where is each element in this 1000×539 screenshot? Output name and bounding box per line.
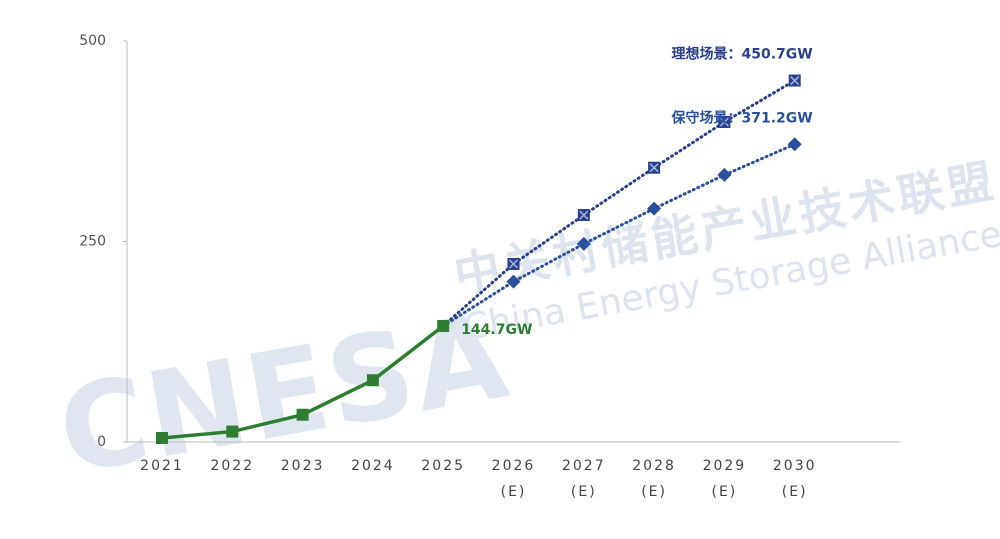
point: [788, 74, 801, 87]
x-tick-label: 2027 (E): [562, 458, 606, 500]
x-tick-label: 2030 (E): [773, 458, 817, 500]
y-tick-label: 250: [79, 234, 106, 250]
x-tick-label: 2029 (E): [703, 458, 747, 500]
x-tick-label: 2025: [421, 458, 465, 474]
point: [507, 257, 520, 270]
point: [156, 431, 168, 444]
point: [718, 116, 731, 129]
x-tick-label: 2021: [140, 458, 184, 474]
point-cross: [719, 117, 729, 127]
point-cross: [790, 76, 800, 86]
x-tick-label: 2024: [351, 458, 395, 474]
data-label: 理想场景：450.7GW: [671, 46, 812, 63]
data-label: 144.7GW: [461, 322, 532, 338]
y-tick-label: 500: [79, 33, 106, 49]
point: [506, 274, 521, 289]
point-cross: [508, 259, 519, 269]
point: [366, 374, 379, 387]
x-tick-label: 2022: [210, 458, 254, 474]
series-line: [441, 79, 797, 328]
point-cross: [649, 163, 659, 173]
data-label: 保守场景：371.2GW: [670, 109, 812, 126]
x-tick-label: 2028 (E): [632, 458, 676, 500]
point: [296, 408, 309, 421]
point: [226, 425, 239, 438]
point: [437, 319, 450, 332]
point: [787, 137, 802, 152]
point: [648, 161, 661, 174]
point-cross: [579, 210, 589, 220]
point: [717, 167, 732, 182]
y-tick-label: 0: [97, 434, 106, 450]
x-tick-label: 2026 (E): [492, 458, 536, 500]
point: [576, 236, 591, 251]
series-line: [441, 142, 797, 328]
point: [647, 201, 662, 216]
x-tick-label: 2023: [281, 458, 325, 474]
point: [577, 209, 590, 222]
